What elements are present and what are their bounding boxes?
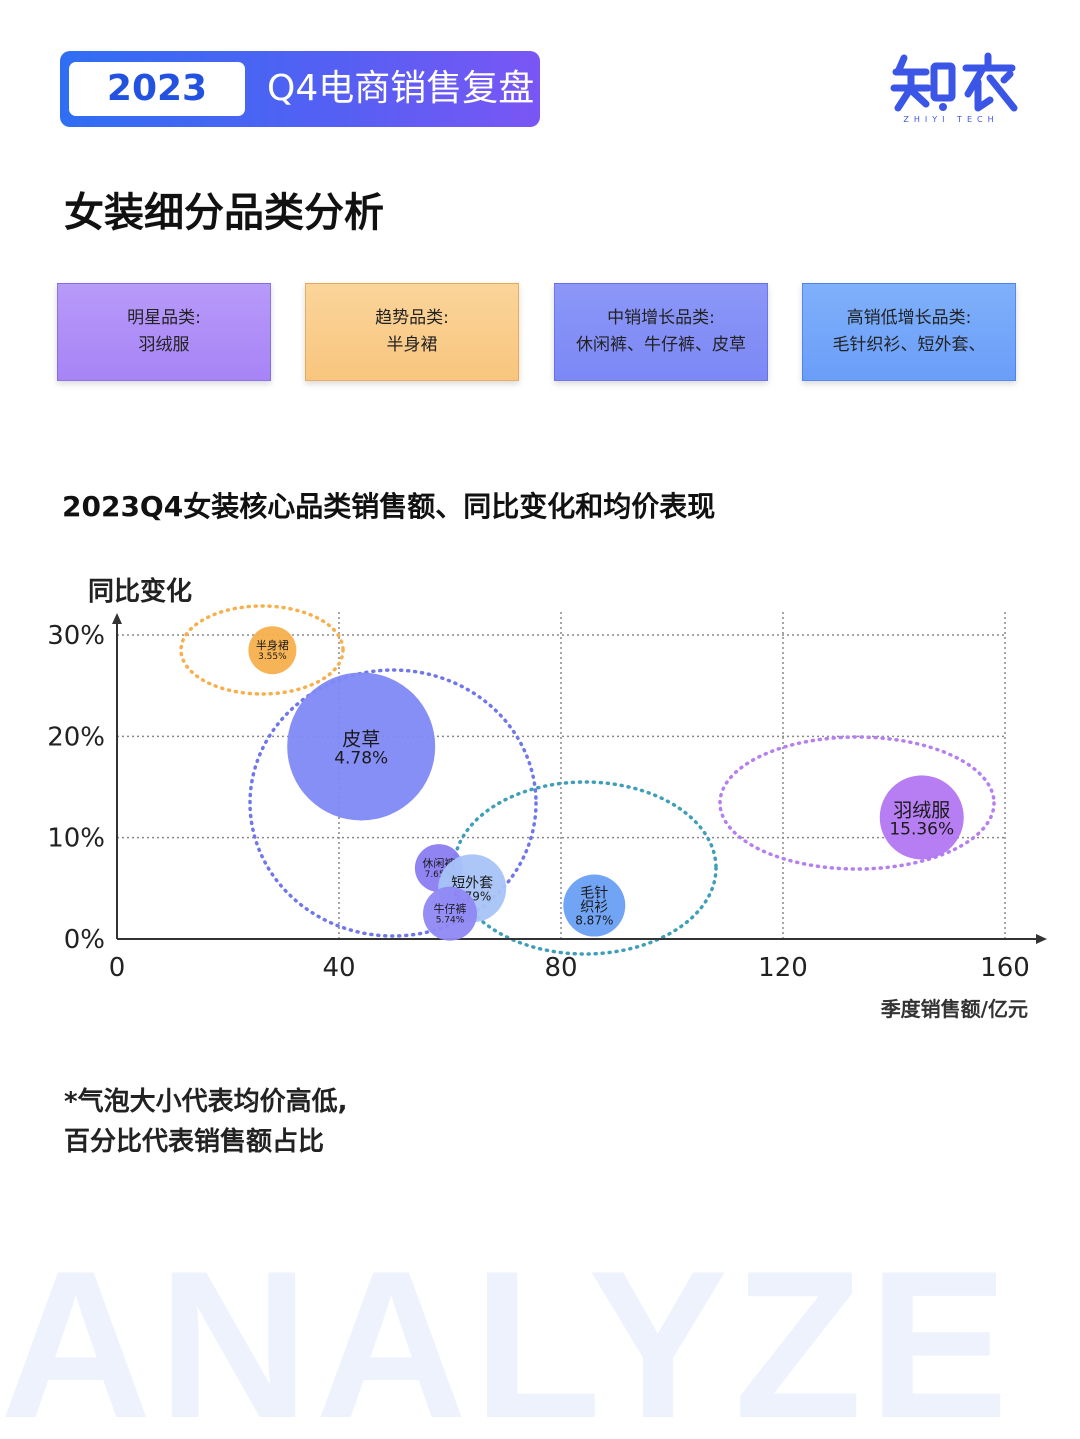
card-mid-growth-category: 中销增长品类: 休闲裤、牛仔裤、皮草 [554, 283, 768, 381]
logo-subtitle: ZHIYI TECH [903, 115, 999, 124]
bubble-share-label: 5.74% [436, 916, 465, 926]
bubble-label: 半身裙 [256, 638, 289, 652]
bubble [563, 874, 626, 937]
card-title: 中销增长品类: [607, 308, 715, 328]
x-tick-label: 80 [544, 953, 577, 983]
bubble-chart: 同比变化 季度销售额/亿元 0 40 80 120 160 0% 10% 20% 30% 半身裙… [47, 576, 1047, 1021]
x-tick-label: 40 [322, 953, 355, 983]
x-tick-label: 160 [980, 953, 1030, 983]
y-tick-label: 20% [47, 722, 105, 752]
tick-labels: 0 40 80 120 160 0% 10% 20% 30% [47, 621, 1030, 983]
bubble-share-label: 3.55% [258, 652, 287, 662]
x-tick-label: 120 [758, 953, 808, 983]
bubble [248, 626, 297, 675]
bubble [879, 775, 964, 860]
background-watermark: ANALYZE [0, 1250, 1015, 1439]
group-ellipse [179, 604, 345, 696]
group-ellipse [718, 735, 996, 871]
bubble-share-label: 4.78% [334, 748, 388, 768]
header-year: 2023 [69, 62, 245, 116]
section-title: 女装细分品类分析 [64, 190, 384, 236]
card-title: 趋势品类: [375, 308, 449, 328]
card-trend-category: 趋势品类: 半身裙 [305, 283, 519, 381]
x-axis-label: 季度销售额/亿元 [880, 997, 1028, 1021]
card-star-category: 明星品类: 羽绒服 [57, 283, 271, 381]
footnote: *气泡大小代表均价高低, 百分比代表销售额占比 [64, 1082, 347, 1162]
bubble-share-label: 8.87% [575, 914, 613, 928]
y-tick-label: 30% [47, 621, 105, 651]
card-items: 羽绒服 [138, 335, 190, 355]
y-axis-label: 同比变化 [88, 576, 192, 607]
footnote-line2: 百分比代表销售额占比 [64, 1127, 325, 1157]
header-badge: 2023 Q4电商销售复盘 [60, 51, 540, 127]
x-axis-arrow [1036, 934, 1047, 944]
y-tick-label: 10% [47, 824, 105, 854]
bubble-share-label: 7.65% [425, 870, 454, 880]
card-title: 明星品类: [127, 308, 201, 328]
card-high-sales-category: 高销低增长品类: 毛针织衫、短外套、 [802, 283, 1016, 381]
bubble-label: 毛针 [580, 886, 608, 902]
grid-lines [117, 610, 1006, 939]
card-title: 高销低增长品类: [846, 308, 972, 328]
group-ellipses [179, 604, 996, 956]
card-items: 毛针织衫、短外套、 [832, 335, 986, 355]
card-items: 半身裙 [386, 335, 438, 355]
bubble [423, 886, 477, 941]
bubble-label: 织衫 [580, 900, 608, 916]
zhiyi-logo [890, 52, 1018, 112]
bubbles: 半身裙3.55%皮草4.78%休闲裤7.65%短外套5.79%牛仔裤5.74%毛… [248, 626, 964, 941]
y-axis-arrow [112, 613, 122, 624]
footnote-line1: *气泡大小代表均价高低, [64, 1087, 348, 1117]
x-tick-label: 0 [109, 953, 126, 983]
chart-title: 2023Q4女装核心品类销售额、同比变化和均价表现 [62, 490, 716, 523]
bubble-label: 牛仔裤 [434, 902, 467, 916]
card-items: 休闲裤、牛仔裤、皮草 [576, 335, 746, 355]
axes: 同比变化 季度销售额/亿元 [88, 576, 1047, 1021]
header-title: Q4电商销售复盘 [267, 68, 535, 109]
bubble-label: 羽绒服 [893, 799, 950, 821]
bubble-label: 皮草 [342, 728, 380, 750]
bubble-label: 短外套 [451, 875, 493, 891]
group-ellipse [248, 668, 538, 938]
bubble [287, 672, 436, 821]
bubble-share-label: 15.36% [889, 819, 954, 839]
y-tick-label: 0% [64, 925, 105, 955]
